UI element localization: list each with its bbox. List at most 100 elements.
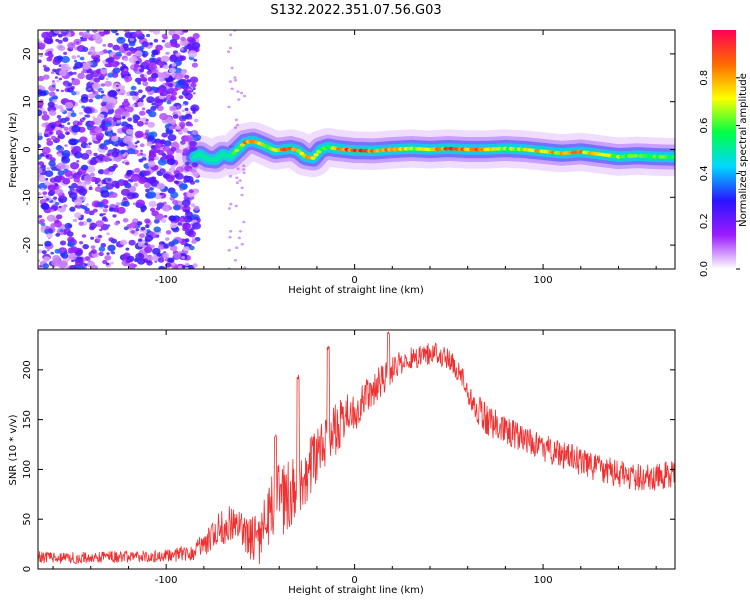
noise-speckle xyxy=(163,215,168,218)
noise-speckle xyxy=(234,118,238,122)
noise-speckle xyxy=(89,222,97,229)
noise-speckle xyxy=(70,246,78,253)
noise-speckle xyxy=(38,249,43,254)
noise-speckle xyxy=(42,64,47,68)
noise-speckle xyxy=(127,179,131,182)
noise-speckle xyxy=(126,169,133,175)
noise-speckle xyxy=(144,246,153,254)
noise-speckle xyxy=(153,226,161,233)
noise-speckle xyxy=(144,122,149,125)
noise-speckle xyxy=(182,246,190,252)
noise-speckle xyxy=(172,114,179,119)
noise-speckle xyxy=(60,252,69,259)
noise-speckle xyxy=(64,170,73,177)
noise-speckle xyxy=(155,207,161,211)
noise-speckle xyxy=(134,167,141,173)
noise-speckle xyxy=(103,146,109,150)
noise-speckle xyxy=(38,217,41,221)
noise-speckle xyxy=(99,213,104,217)
noise-speckle xyxy=(77,121,83,126)
noise-speckle xyxy=(166,100,172,105)
noise-speckle xyxy=(172,199,179,205)
noise-speckle xyxy=(102,169,110,175)
noise-speckle xyxy=(227,207,231,210)
noise-speckle xyxy=(74,212,82,219)
noise-speckle xyxy=(240,91,244,95)
noise-speckle xyxy=(133,182,139,187)
colorbar-ticks: 0.0 0.2 0.4 0.6 0.8 xyxy=(699,70,740,277)
noise-speckle xyxy=(78,221,84,226)
noise-speckle xyxy=(76,160,80,163)
noise-speckle xyxy=(242,164,246,168)
noise-speckle xyxy=(184,107,189,111)
noise-speckle xyxy=(174,72,184,80)
noise-speckle xyxy=(70,112,77,118)
noise-speckle xyxy=(157,257,165,263)
noise-speckle xyxy=(119,180,123,183)
noise-speckle xyxy=(227,248,231,252)
noise-speckle xyxy=(85,203,90,206)
noise-speckle xyxy=(110,261,114,265)
noise-speckle xyxy=(48,53,54,58)
noise-speckle xyxy=(105,77,109,81)
figure-title: S132.2022.351.07.56.G03 xyxy=(270,3,441,18)
colorbar-tick-label: 0.4 xyxy=(699,165,710,181)
noise-speckle xyxy=(50,135,57,140)
noise-speckle xyxy=(144,242,149,246)
noise-speckle xyxy=(136,140,140,143)
noise-speckle xyxy=(116,84,119,88)
noise-speckle xyxy=(177,87,181,90)
noise-speckle xyxy=(74,205,78,208)
noise-speckle xyxy=(146,70,152,75)
noise-speckle xyxy=(40,202,50,210)
noise-speckle xyxy=(183,215,193,223)
noise-speckle xyxy=(57,170,65,176)
noise-speckle xyxy=(125,128,134,135)
noise-speckle xyxy=(151,78,157,82)
noise-speckle xyxy=(135,60,140,64)
snr-panel: -100 0 100 0 50 100 150 200 Height of straight … xyxy=(8,329,676,596)
y-tick-label: 20 xyxy=(22,48,33,61)
noise-speckle xyxy=(122,200,130,207)
noise-speckle xyxy=(121,121,128,127)
noise-speckle xyxy=(145,86,153,92)
noise-speckle xyxy=(74,151,83,159)
noise-speckle xyxy=(175,172,184,180)
noise-speckle xyxy=(135,149,140,154)
noise-speckle xyxy=(229,33,233,37)
noise-speckle xyxy=(42,263,50,269)
noise-speckle xyxy=(238,179,242,182)
noise-speckle xyxy=(184,209,190,214)
noise-speckle xyxy=(92,208,98,213)
noise-speckle xyxy=(89,121,95,126)
noise-speckle xyxy=(228,175,232,178)
noise-speckle xyxy=(240,193,244,197)
noise-speckle xyxy=(142,153,147,157)
noise-speckle xyxy=(133,63,140,68)
noise-speckle xyxy=(76,55,81,58)
noise-speckle xyxy=(238,230,243,233)
noise-speckle xyxy=(107,224,111,227)
noise-speckle xyxy=(46,56,53,62)
noise-speckle xyxy=(40,187,45,191)
noise-speckle xyxy=(140,74,145,78)
noise-speckle xyxy=(53,196,58,200)
noise-speckle xyxy=(138,238,143,242)
noise-speckle xyxy=(233,76,237,79)
noise-speckle xyxy=(125,258,132,264)
noise-speckle xyxy=(175,125,181,130)
noise-speckle xyxy=(140,149,143,152)
noise-speckle xyxy=(112,147,118,152)
noise-speckle xyxy=(134,130,144,138)
noise-speckle xyxy=(54,76,59,79)
noise-speckle xyxy=(105,262,110,266)
noise-speckle xyxy=(42,74,50,80)
noise-speckle xyxy=(41,114,50,121)
noise-speckle xyxy=(111,180,120,187)
noise-speckle xyxy=(105,102,115,110)
noise-speckle xyxy=(39,53,44,58)
y-tick-label: 150 xyxy=(22,410,33,429)
noise-speckle xyxy=(73,177,80,183)
noise-speckle xyxy=(235,181,239,184)
